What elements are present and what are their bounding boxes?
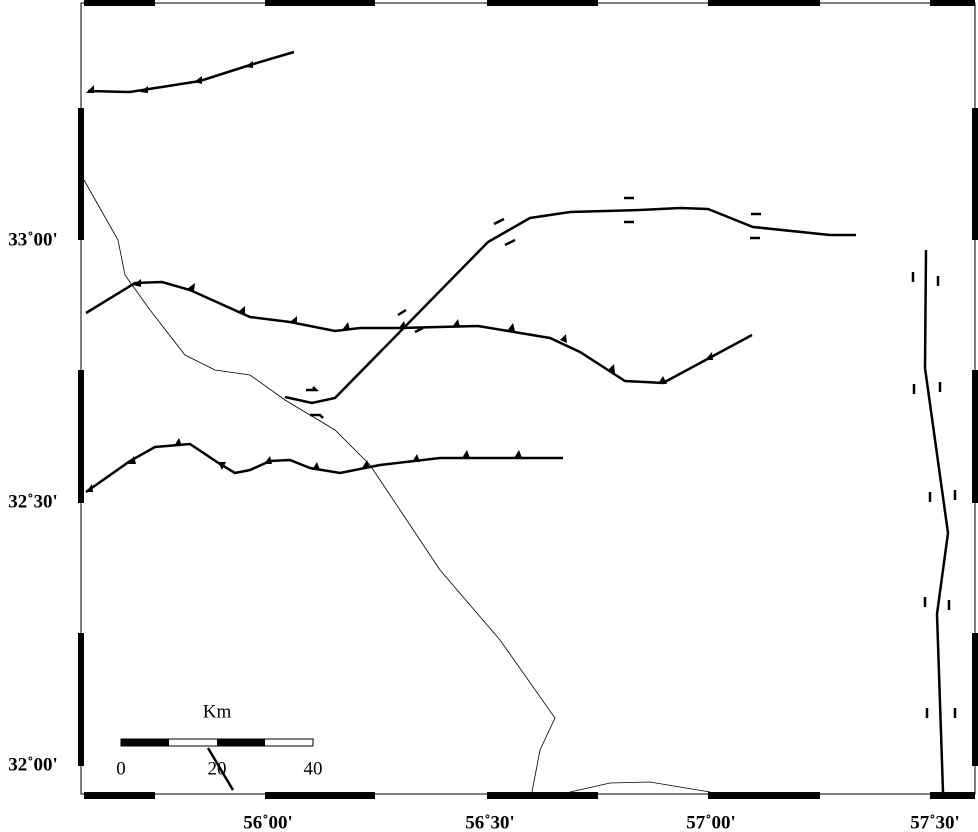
lat-label: 32˚30' — [8, 491, 58, 512]
faults — [85, 50, 950, 793]
lon-label: 56˚00' — [243, 812, 293, 832]
scale-label: 40 — [304, 758, 323, 779]
boundary — [569, 781, 711, 793]
lon-label: 57˚00' — [686, 812, 736, 832]
thrust-teeth — [86, 61, 713, 492]
lat-label: 33˚00' — [8, 229, 58, 250]
strike-slip-arrows — [306, 196, 957, 718]
scale-bar — [120, 738, 314, 747]
lon-label: 57˚30' — [910, 812, 960, 832]
scale-label: 20 — [208, 758, 227, 779]
lon-label: 56˚30' — [465, 812, 515, 832]
frame-ticks — [78, 0, 978, 799]
scale-title: Km — [203, 701, 232, 722]
scale-label: 0 — [116, 758, 126, 779]
lat-label: 32˚00' — [8, 754, 58, 775]
map-frame — [80, 2, 976, 795]
